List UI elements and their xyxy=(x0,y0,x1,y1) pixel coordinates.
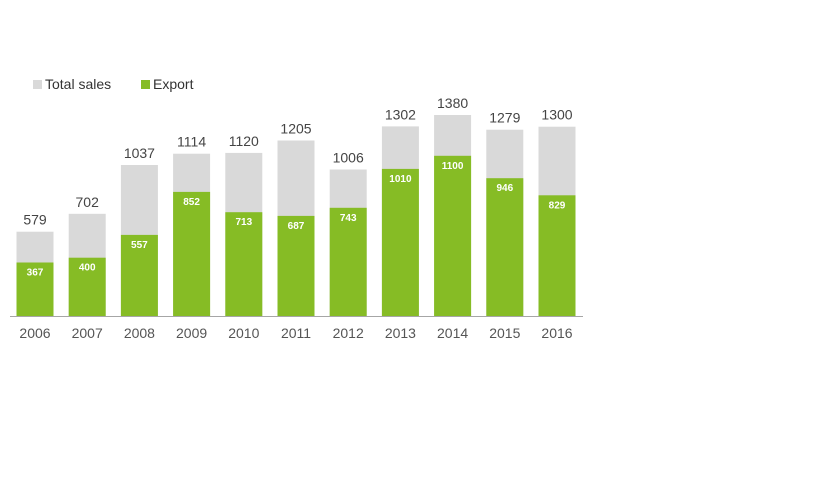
label-total-sales-2008: 1037 xyxy=(124,145,155,161)
x-tick-2010: 2010 xyxy=(228,325,259,341)
bar-export-2013 xyxy=(381,168,419,316)
x-tick-2016: 2016 xyxy=(541,325,572,341)
label-export-2008: 557 xyxy=(131,240,148,251)
label-total-sales-2014: 1380 xyxy=(437,95,468,111)
label-export-2010: 713 xyxy=(235,217,252,228)
bar-export-2009 xyxy=(173,191,211,316)
x-tick-2011: 2011 xyxy=(281,325,311,341)
x-tick-2013: 2013 xyxy=(385,325,416,341)
bar-export-2007 xyxy=(68,257,106,316)
x-tick-2007: 2007 xyxy=(72,325,103,341)
x-tick-2012: 2012 xyxy=(333,325,364,341)
label-export-2013: 1010 xyxy=(389,174,412,185)
label-export-2006: 367 xyxy=(27,268,44,279)
x-tick-2008: 2008 xyxy=(124,325,155,341)
label-total-sales-2016: 1300 xyxy=(541,107,572,123)
x-tick-2014: 2014 xyxy=(437,325,468,341)
legend-swatch-total-sales xyxy=(33,80,42,89)
legend-label-total-sales: Total sales xyxy=(45,76,111,92)
bar-export-2014 xyxy=(434,155,472,316)
label-export-2014: 1100 xyxy=(442,161,464,172)
label-export-2015: 946 xyxy=(496,183,513,194)
legend-swatch-export xyxy=(141,80,150,89)
bar-export-2011 xyxy=(277,215,315,316)
label-total-sales-2013: 1302 xyxy=(385,106,416,122)
bar-export-2006 xyxy=(16,262,54,316)
label-export-2012: 743 xyxy=(340,213,357,224)
bar-export-2015 xyxy=(486,178,524,316)
label-total-sales-2012: 1006 xyxy=(333,150,364,166)
label-total-sales-2007: 702 xyxy=(76,194,100,210)
bar-export-2012 xyxy=(329,207,367,316)
bar-export-2008 xyxy=(120,234,158,316)
x-tick-2009: 2009 xyxy=(176,325,207,341)
x-tick-2006: 2006 xyxy=(19,325,50,341)
bar-export-2016 xyxy=(538,195,576,316)
legend: Total sales Export xyxy=(33,76,194,92)
x-axis-ticks: 2006 2007 2008 2009 2010 2011 2012 2013 2014 2015… xyxy=(19,325,572,341)
label-export-2016: 829 xyxy=(549,200,566,211)
label-export-2009: 852 xyxy=(183,197,200,208)
label-total-sales-2011: 1205 xyxy=(280,121,311,137)
label-total-sales-2010: 1120 xyxy=(229,133,259,149)
label-total-sales-2009: 1114 xyxy=(177,134,206,150)
legend-label-export: Export xyxy=(153,76,194,92)
label-export-2011: 687 xyxy=(288,221,305,232)
bar-export-2010 xyxy=(225,212,263,316)
bars-group: 579 367 702 400 1037 557 1114 852 1120 713 1205 687… xyxy=(16,95,576,317)
label-export-2007: 400 xyxy=(79,263,96,274)
label-total-sales-2015: 1279 xyxy=(489,110,520,126)
x-tick-2015: 2015 xyxy=(489,325,520,341)
label-total-sales-2006: 579 xyxy=(23,212,47,228)
